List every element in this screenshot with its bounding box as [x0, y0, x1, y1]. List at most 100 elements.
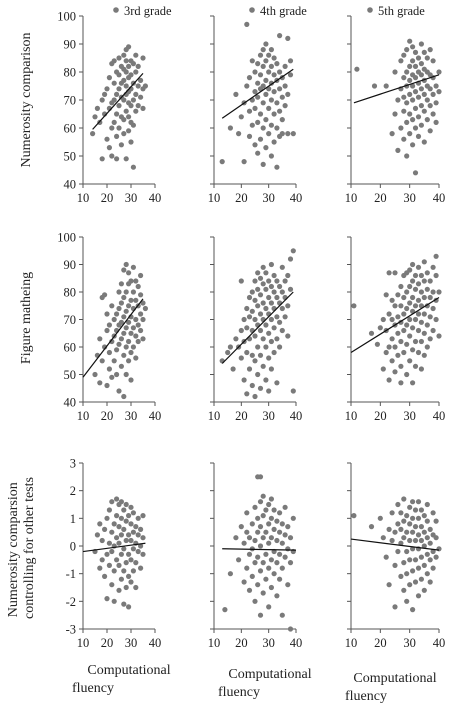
- data-point: [266, 330, 272, 336]
- data-point: [274, 380, 280, 386]
- data-point: [412, 49, 419, 56]
- data-point: [377, 515, 383, 521]
- data-point: [255, 529, 261, 535]
- data-point: [282, 554, 288, 560]
- data-point: [401, 75, 407, 81]
- data-point: [263, 91, 269, 97]
- data-point: [433, 316, 439, 323]
- data-point: [418, 319, 424, 325]
- x-tick-label: 40: [433, 409, 446, 423]
- data-point: [395, 521, 401, 527]
- data-point: [126, 532, 132, 538]
- data-point: [102, 526, 108, 533]
- data-point: [252, 142, 258, 148]
- data-point: [398, 303, 404, 309]
- data-point: [412, 303, 419, 309]
- data-point: [392, 604, 398, 610]
- data-point: [392, 529, 398, 535]
- x-tick-label: 20: [374, 409, 387, 423]
- data-point: [282, 314, 288, 320]
- xlabel-col-3-line-2: fluency: [345, 689, 387, 704]
- data-point: [244, 391, 250, 397]
- data-point: [427, 557, 433, 563]
- data-point: [268, 122, 274, 128]
- data-point: [257, 275, 264, 281]
- data-point: [418, 366, 424, 372]
- data-point: [260, 316, 266, 323]
- data-point: [368, 330, 375, 336]
- data-point: [271, 111, 277, 117]
- data-point: [252, 560, 258, 566]
- data-point: [227, 344, 233, 350]
- data-point: [433, 119, 439, 125]
- data-point: [282, 63, 288, 69]
- data-point: [395, 352, 401, 358]
- data-point: [128, 521, 134, 527]
- data-point: [436, 89, 442, 95]
- data-point: [401, 52, 407, 58]
- data-point: [430, 264, 436, 270]
- data-point: [412, 537, 419, 544]
- data-point: [415, 114, 422, 120]
- data-point: [392, 562, 398, 569]
- data-point: [404, 47, 410, 53]
- data-point: [121, 77, 127, 83]
- data-point: [421, 352, 427, 358]
- data-point: [392, 303, 398, 309]
- data-point: [424, 518, 430, 524]
- data-point: [380, 535, 386, 541]
- data-point: [271, 507, 277, 513]
- data-point: [392, 111, 398, 117]
- data-point: [128, 537, 134, 544]
- data-point: [118, 363, 124, 369]
- data-point: [114, 347, 120, 353]
- data-point: [415, 297, 422, 303]
- y-tick-label: 70: [64, 313, 77, 327]
- data-point: [427, 314, 433, 320]
- data-point: [279, 264, 285, 270]
- data-point: [260, 300, 266, 306]
- x-tick-label: 30: [403, 191, 416, 205]
- data-point: [126, 338, 132, 345]
- data-point: [121, 507, 127, 513]
- data-point: [106, 322, 112, 328]
- data-point: [249, 352, 255, 358]
- data-point: [135, 338, 141, 345]
- x-tick-label: 30: [262, 636, 275, 650]
- data-point: [140, 316, 146, 323]
- data-point: [279, 540, 285, 546]
- x-tick-label: 30: [403, 409, 416, 423]
- data-point: [407, 63, 413, 69]
- data-point: [285, 333, 291, 339]
- data-point: [271, 89, 277, 95]
- x-tick-label: 10: [77, 409, 90, 423]
- data-point: [274, 593, 280, 599]
- data-point: [404, 571, 410, 577]
- data-point: [282, 83, 288, 89]
- data-point: [133, 108, 139, 114]
- data-point: [116, 540, 122, 546]
- data-point: [263, 117, 269, 123]
- data-point: [104, 136, 110, 142]
- data-point: [380, 316, 386, 323]
- data-point: [274, 560, 280, 566]
- data-point: [246, 108, 253, 114]
- data-point: [133, 297, 139, 303]
- data-point: [401, 136, 407, 142]
- data-point: [97, 336, 103, 342]
- data-point: [106, 562, 112, 569]
- data-point: [219, 159, 225, 165]
- data-point: [104, 551, 110, 557]
- data-point: [386, 311, 392, 317]
- data-point: [274, 294, 280, 301]
- data-point: [424, 55, 430, 61]
- data-point: [271, 272, 277, 279]
- y-tick-label: 1: [70, 512, 76, 526]
- data-point: [142, 305, 148, 312]
- data-point: [415, 593, 422, 599]
- data-point: [238, 524, 244, 530]
- data-point: [410, 117, 416, 123]
- data-point: [126, 513, 132, 519]
- x-tick-label: 20: [235, 409, 248, 423]
- data-point: [230, 366, 236, 372]
